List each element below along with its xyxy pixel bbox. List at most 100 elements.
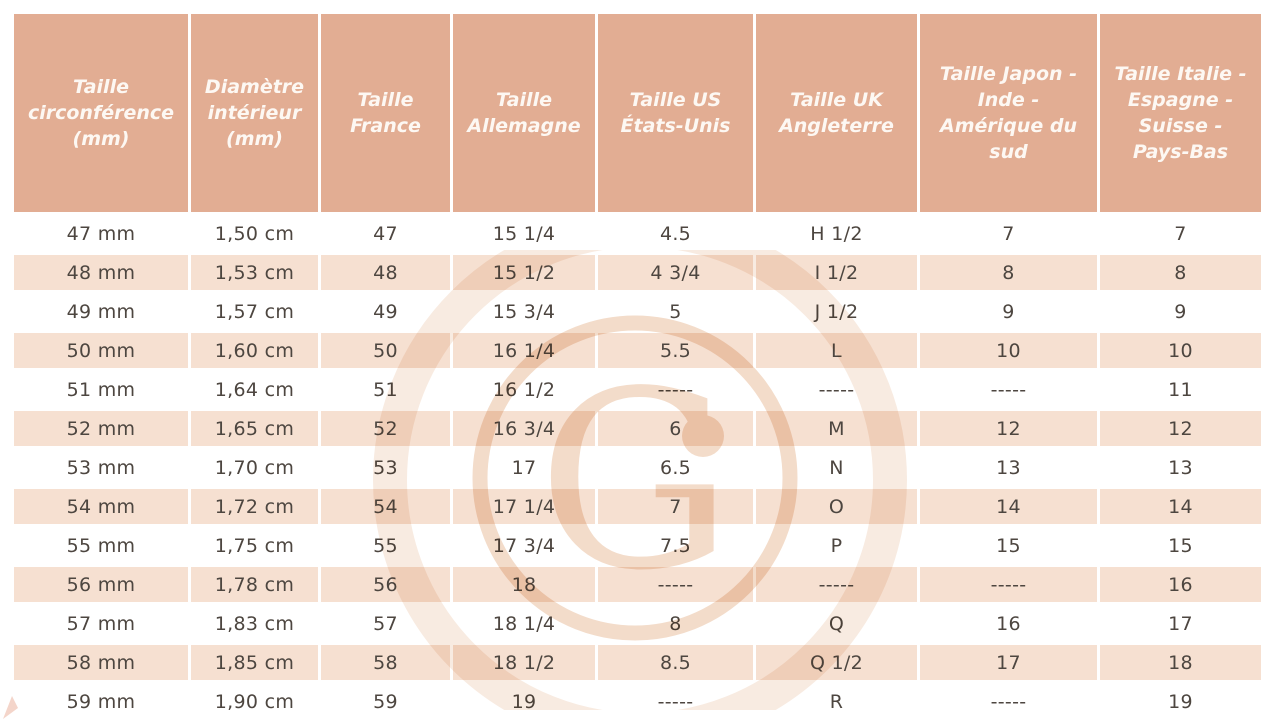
table-cell: 7 xyxy=(920,216,1097,251)
table-cell: 17 3/4 xyxy=(453,528,595,563)
table-row: 55 mm 1,75 cm 55 17 3/4 7.5 P 15 15 xyxy=(14,528,1261,563)
table-cell: 50 xyxy=(321,333,450,368)
table-row: 56 mm 1,78 cm 56 18 ----- ----- ----- 16 xyxy=(14,567,1261,602)
table-cell: 16 1/4 xyxy=(453,333,595,368)
table-cell: 56 mm xyxy=(14,567,188,602)
table-cell: 17 xyxy=(1100,606,1261,641)
table-row: 47 mm 1,50 cm 47 15 1/4 4.5 H 1/2 7 7 xyxy=(14,216,1261,251)
table-cell: Q xyxy=(756,606,917,641)
table-cell: 57 mm xyxy=(14,606,188,641)
table-cell: 18 xyxy=(453,567,595,602)
table-cell: 9 xyxy=(1100,294,1261,329)
table-cell: 17 xyxy=(920,645,1097,680)
table-cell: ----- xyxy=(598,684,753,719)
table-row: 52 mm 1,65 cm 52 16 3/4 6 M 12 12 xyxy=(14,411,1261,446)
table-cell: 48 xyxy=(321,255,450,290)
table-cell: 51 mm xyxy=(14,372,188,407)
table-cell: 48 mm xyxy=(14,255,188,290)
table-cell: 16 xyxy=(1100,567,1261,602)
table-cell: 16 xyxy=(920,606,1097,641)
table-cell: 54 xyxy=(321,489,450,524)
table-cell: 47 xyxy=(321,216,450,251)
column-header-inner-diameter: Diamètre intérieur (mm) xyxy=(191,14,318,212)
table-cell: 49 xyxy=(321,294,450,329)
table-container: Taille circonférence (mm) Diamètre intér… xyxy=(11,10,1264,720)
table-cell: ----- xyxy=(598,372,753,407)
table-cell: 1,60 cm xyxy=(191,333,318,368)
table-cell: 12 xyxy=(1100,411,1261,446)
table-cell: 57 xyxy=(321,606,450,641)
table-cell: 13 xyxy=(1100,450,1261,485)
table-cell: 12 xyxy=(920,411,1097,446)
table-cell: 18 1/2 xyxy=(453,645,595,680)
table-cell: 47 mm xyxy=(14,216,188,251)
table-cell: R xyxy=(756,684,917,719)
table-cell: 19 xyxy=(1100,684,1261,719)
table-cell: ----- xyxy=(756,372,917,407)
table-cell: 15 xyxy=(1100,528,1261,563)
table-cell: 9 xyxy=(920,294,1097,329)
table-cell: O xyxy=(756,489,917,524)
table-cell: 1,50 cm xyxy=(191,216,318,251)
table-cell: 16 3/4 xyxy=(453,411,595,446)
table-cell: 1,70 cm xyxy=(191,450,318,485)
table-cell: 18 1/4 xyxy=(453,606,595,641)
table-cell: 11 xyxy=(1100,372,1261,407)
table-cell: 10 xyxy=(1100,333,1261,368)
table-cell: 19 xyxy=(453,684,595,719)
table-cell: 56 xyxy=(321,567,450,602)
table-row: 48 mm 1,53 cm 48 15 1/2 4 3/4 I 1/2 8 8 xyxy=(14,255,1261,290)
table-cell: 8 xyxy=(920,255,1097,290)
column-header-uk: Taille UK Angleterre xyxy=(756,14,917,212)
table-cell: ----- xyxy=(920,684,1097,719)
column-header-circumference: Taille circonférence (mm) xyxy=(14,14,188,212)
table-cell: N xyxy=(756,450,917,485)
table-cell: 51 xyxy=(321,372,450,407)
table-cell: L xyxy=(756,333,917,368)
table-cell: 55 xyxy=(321,528,450,563)
ring-size-table: Taille circonférence (mm) Diamètre intér… xyxy=(11,10,1264,720)
column-header-france: Taille France xyxy=(321,14,450,212)
table-body: 47 mm 1,50 cm 47 15 1/4 4.5 H 1/2 7 7 48 mm 1,53 … xyxy=(14,216,1261,719)
table-cell: I 1/2 xyxy=(756,255,917,290)
table-cell: 15 xyxy=(920,528,1097,563)
table-cell: 15 3/4 xyxy=(453,294,595,329)
table-cell: 17 xyxy=(453,450,595,485)
table-cell: H 1/2 xyxy=(756,216,917,251)
table-cell: 16 1/2 xyxy=(453,372,595,407)
table-cell: 1,90 cm xyxy=(191,684,318,719)
table-cell: 14 xyxy=(920,489,1097,524)
table-cell: 7.5 xyxy=(598,528,753,563)
table-cell: 58 xyxy=(321,645,450,680)
table-cell: ----- xyxy=(756,567,917,602)
table-row: 57 mm 1,83 cm 57 18 1/4 8 Q 16 17 xyxy=(14,606,1261,641)
table-row: 58 mm 1,85 cm 58 18 1/2 8.5 Q 1/2 17 18 xyxy=(14,645,1261,680)
table-cell: 52 xyxy=(321,411,450,446)
table-cell: 8.5 xyxy=(598,645,753,680)
table-cell: 4.5 xyxy=(598,216,753,251)
table-cell: 5 xyxy=(598,294,753,329)
table-cell: ----- xyxy=(598,567,753,602)
table-cell: 55 mm xyxy=(14,528,188,563)
table-cell: M xyxy=(756,411,917,446)
table-cell: 6 xyxy=(598,411,753,446)
table-cell: 6.5 xyxy=(598,450,753,485)
table-cell: 15 1/2 xyxy=(453,255,595,290)
table-cell: 14 xyxy=(1100,489,1261,524)
table-cell: 50 mm xyxy=(14,333,188,368)
table-cell: 59 mm xyxy=(14,684,188,719)
table-cell: 5.5 xyxy=(598,333,753,368)
table-row: 49 mm 1,57 cm 49 15 3/4 5 J 1/2 9 9 xyxy=(14,294,1261,329)
table-cell: 53 xyxy=(321,450,450,485)
column-header-japan-india-south-america: Taille Japon - Inde - Amérique du sud xyxy=(920,14,1097,212)
table-cell: 1,57 cm xyxy=(191,294,318,329)
table-cell: 7 xyxy=(598,489,753,524)
header-row: Taille circonférence (mm) Diamètre intér… xyxy=(14,14,1261,212)
table-cell: 53 mm xyxy=(14,450,188,485)
table-row: 51 mm 1,64 cm 51 16 1/2 ----- ----- ----- 11 xyxy=(14,372,1261,407)
table-cell: J 1/2 xyxy=(756,294,917,329)
table-cell: 52 mm xyxy=(14,411,188,446)
table-cell: 1,72 cm xyxy=(191,489,318,524)
table-cell: ----- xyxy=(920,372,1097,407)
